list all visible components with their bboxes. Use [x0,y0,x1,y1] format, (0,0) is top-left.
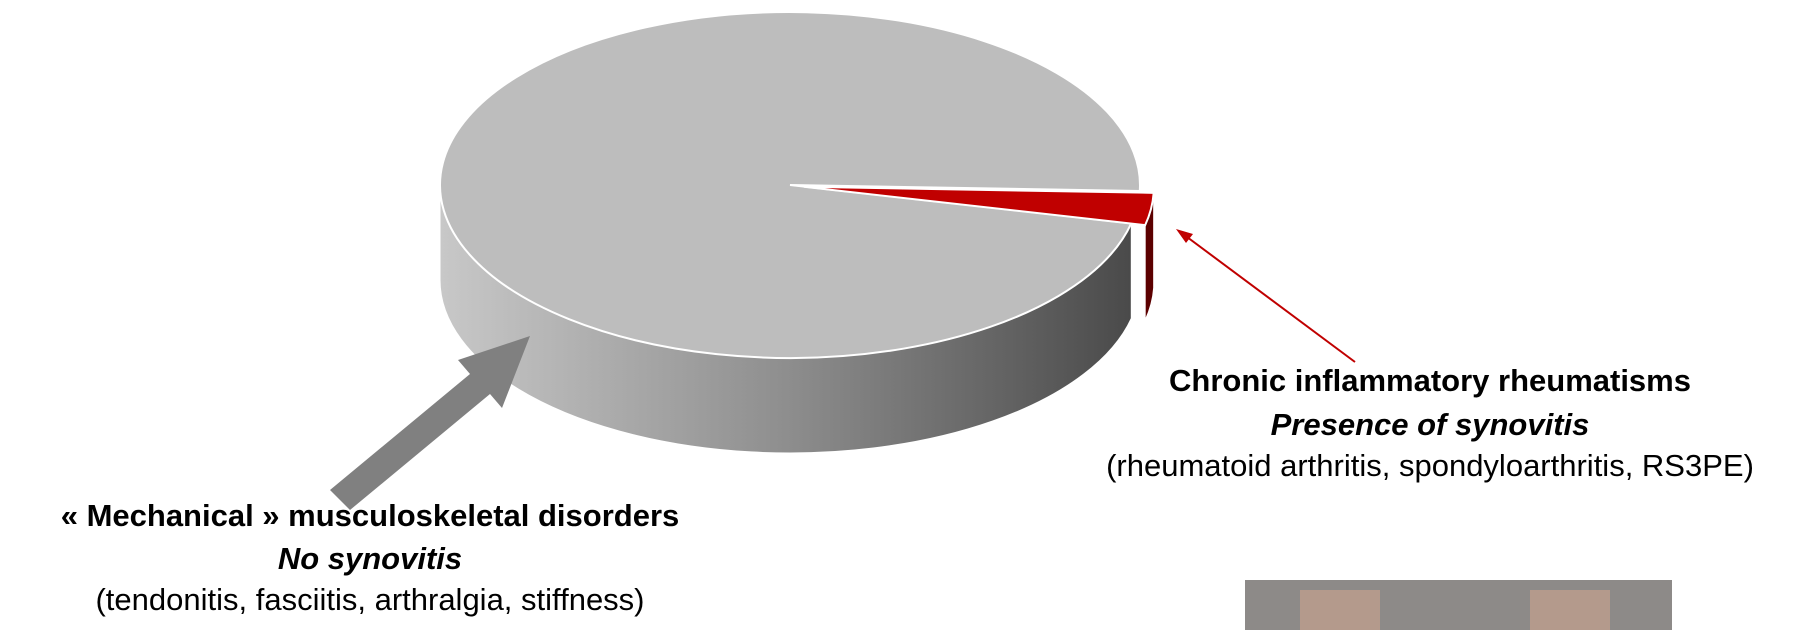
pointer-line [1183,234,1355,362]
photo-detail [1300,590,1380,630]
label-detail: (tendonitis, fasciitis, arthralgia, stif… [95,582,644,617]
label-title: Chronic inflammatory rheumatisms [1169,363,1691,398]
arrow [330,336,530,510]
label-subtitle: Presence of synovitis [1271,407,1590,442]
label-detail: (rheumatoid arthritis, spondyloarthritis… [1106,448,1754,483]
label-subtitle: No synovitis [278,541,462,576]
pointer-head [1176,229,1193,243]
pie [440,12,1154,453]
label-title: « Mechanical » musculoskeletal disorders [61,498,680,533]
photo-detail [1530,590,1610,630]
slice [440,12,1140,358]
chart: « Mechanical » musculoskeletal disorders… [0,0,1812,630]
